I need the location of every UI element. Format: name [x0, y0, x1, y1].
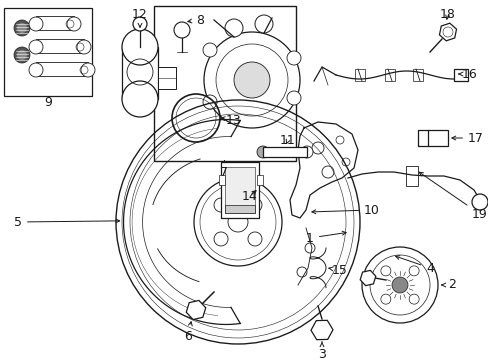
- Circle shape: [122, 29, 158, 65]
- Circle shape: [17, 23, 27, 33]
- Circle shape: [17, 50, 27, 60]
- Bar: [36, 62, 88, 76]
- Circle shape: [361, 247, 437, 323]
- Circle shape: [174, 22, 190, 38]
- Bar: [354, 69, 364, 81]
- Circle shape: [369, 255, 429, 315]
- Circle shape: [203, 43, 217, 57]
- Text: 8: 8: [187, 13, 203, 27]
- Bar: [405, 166, 417, 186]
- Circle shape: [122, 81, 158, 117]
- Text: 4: 4: [395, 256, 433, 274]
- Circle shape: [14, 47, 30, 63]
- Circle shape: [286, 91, 301, 105]
- Text: 12: 12: [132, 8, 147, 27]
- Circle shape: [29, 63, 43, 77]
- Circle shape: [234, 62, 269, 98]
- Circle shape: [29, 17, 43, 31]
- Circle shape: [214, 232, 227, 246]
- Text: 11: 11: [280, 134, 295, 147]
- Circle shape: [254, 15, 272, 33]
- Text: 1: 1: [305, 231, 346, 244]
- Circle shape: [203, 95, 217, 109]
- Circle shape: [408, 266, 418, 276]
- Circle shape: [216, 44, 287, 116]
- Text: 6: 6: [183, 322, 192, 342]
- Circle shape: [214, 198, 227, 212]
- Bar: [263, 147, 306, 157]
- Circle shape: [203, 32, 299, 128]
- Circle shape: [133, 17, 147, 31]
- Bar: [384, 69, 394, 81]
- Circle shape: [257, 146, 268, 158]
- Bar: [158, 67, 176, 89]
- Text: 18: 18: [439, 8, 455, 21]
- Circle shape: [286, 51, 301, 65]
- Bar: [453, 69, 467, 81]
- Bar: [122, 47, 158, 99]
- Circle shape: [247, 232, 262, 246]
- Text: 2: 2: [441, 279, 455, 292]
- Bar: [224, 167, 254, 213]
- Circle shape: [471, 194, 487, 210]
- Bar: [36, 39, 84, 53]
- Text: 3: 3: [317, 342, 325, 360]
- Circle shape: [67, 17, 81, 31]
- Text: 14: 14: [242, 189, 257, 202]
- Circle shape: [224, 19, 243, 37]
- Text: 9: 9: [44, 96, 52, 109]
- Circle shape: [391, 277, 407, 293]
- Bar: [36, 16, 74, 30]
- Text: 10: 10: [311, 203, 379, 216]
- Text: 17: 17: [451, 131, 483, 144]
- Circle shape: [321, 166, 333, 178]
- Circle shape: [247, 198, 262, 212]
- Text: 5: 5: [14, 216, 120, 229]
- Circle shape: [77, 40, 91, 54]
- Circle shape: [301, 146, 312, 158]
- Bar: [219, 175, 224, 185]
- Bar: [427, 130, 447, 146]
- Circle shape: [29, 40, 43, 54]
- Circle shape: [14, 20, 30, 36]
- Bar: [257, 175, 263, 185]
- Circle shape: [311, 142, 324, 154]
- Bar: [154, 6, 295, 161]
- Circle shape: [380, 294, 390, 304]
- Text: 16: 16: [458, 68, 477, 81]
- Bar: [412, 69, 422, 81]
- Circle shape: [81, 63, 95, 77]
- Circle shape: [227, 212, 247, 232]
- Text: 7: 7: [220, 166, 227, 179]
- Bar: [221, 162, 259, 218]
- Circle shape: [194, 178, 282, 266]
- Text: 13: 13: [220, 113, 241, 126]
- Circle shape: [408, 294, 418, 304]
- Text: 15: 15: [328, 264, 347, 276]
- Circle shape: [380, 266, 390, 276]
- Bar: [224, 205, 254, 213]
- Bar: [4, 8, 92, 96]
- Text: 19: 19: [418, 172, 487, 220]
